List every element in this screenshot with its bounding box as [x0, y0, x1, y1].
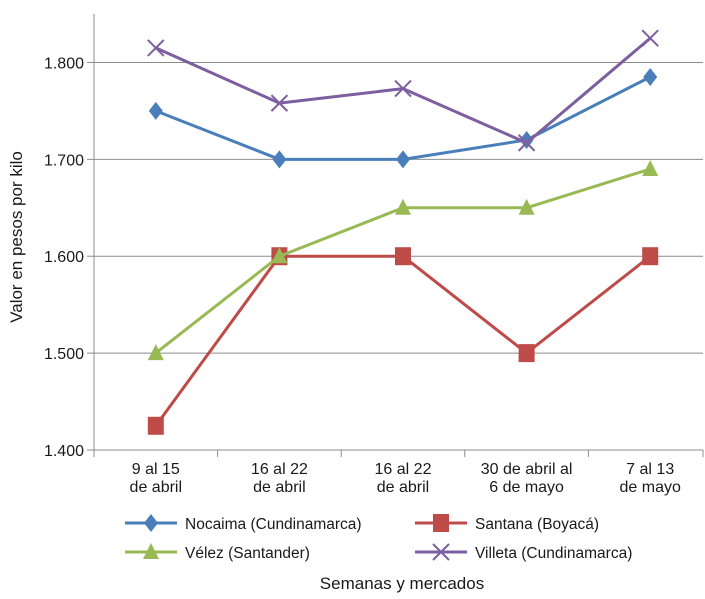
legend: Nocaima (Cundinamarca) Santana (Boyacá) Vé…: [125, 514, 632, 562]
y-tick-label: 1.800: [44, 55, 84, 72]
legend-item: Villeta (Cundinamarca): [415, 543, 632, 562]
legend-marker: [144, 514, 158, 532]
y-tick-label: 1.600: [44, 249, 84, 266]
x-tick-label: 16 al 22 de abril: [251, 461, 308, 496]
series-line: [154, 254, 652, 427]
data-point: [270, 94, 289, 112]
data-point: [518, 198, 535, 215]
legend-label: Nocaima (Cundinamarca): [185, 516, 362, 533]
data-point: [517, 134, 536, 152]
legend-item: Vélez (Santander): [125, 543, 310, 562]
legend-marker: [432, 543, 450, 561]
x-axis-title: Semanas y mercados: [320, 574, 484, 593]
data-point: [147, 416, 164, 435]
legend-item: Santana (Boyacá): [415, 514, 599, 533]
legend-marker: [433, 514, 449, 532]
series-1: [148, 67, 658, 169]
series-line: [155, 37, 652, 145]
series-4: [147, 29, 659, 152]
data-point: [395, 198, 411, 215]
data-point: [642, 247, 659, 266]
data-point: [519, 130, 534, 149]
legend-label: Santana (Boyacá): [475, 516, 599, 533]
data-point: [272, 150, 287, 169]
data-point: [271, 247, 288, 264]
data-point: [641, 29, 659, 47]
legend-label: Villeta (Cundinamarca): [475, 545, 632, 562]
data-point: [147, 39, 165, 57]
series-2: [147, 247, 659, 435]
data-point: [642, 160, 659, 177]
data-point: [643, 67, 658, 86]
x-tick-label: 9 al 15 de abril: [130, 461, 182, 496]
x-tick-label: 30 de abril al 6 de mayo: [481, 461, 573, 496]
legend-item: Nocaima (Cundinamarca): [125, 514, 362, 533]
data-point: [147, 344, 164, 361]
legend-marker: [143, 543, 159, 559]
y-tick-label: 1.700: [44, 152, 84, 169]
legend-label: Vélez (Santander): [185, 545, 310, 562]
y-tick-label: 1.500: [44, 346, 84, 363]
data-point: [148, 101, 163, 120]
data-point: [395, 247, 411, 266]
data-point: [518, 344, 535, 363]
axes: 1.400 1.500 1.600 1.700 1.800 9 al 15 de abril…: [44, 14, 704, 496]
series-lines: [147, 29, 659, 435]
data-point: [396, 150, 410, 169]
x-tick-label: 7 al 13 de mayo: [620, 461, 681, 496]
x-tick-label: 16 al 22 de abril: [375, 461, 432, 496]
data-point: [394, 79, 412, 98]
series-3: [147, 160, 659, 361]
y-axis-title: Valor en pesos por kilo: [7, 151, 26, 323]
y-tick-label: 1.400: [44, 443, 84, 460]
